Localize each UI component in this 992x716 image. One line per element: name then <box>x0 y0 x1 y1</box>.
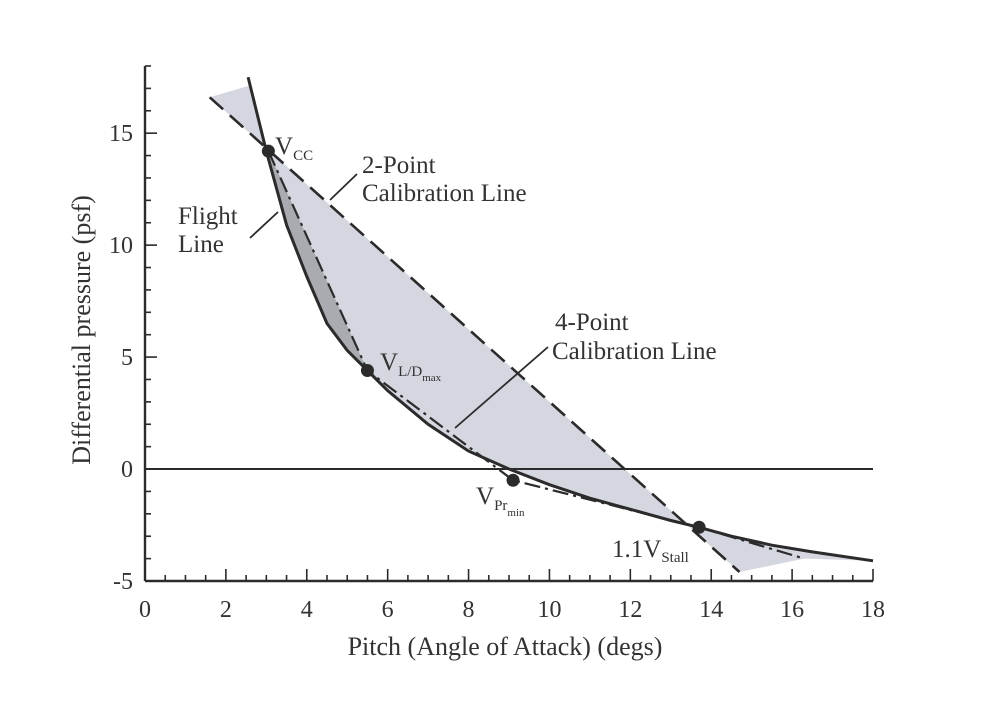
annotation-stall: 1.1VStall <box>612 536 689 566</box>
y-tick-label: -5 <box>113 569 133 595</box>
y-tick-label: 5 <box>121 345 133 371</box>
y-tick-label: 10 <box>109 233 133 259</box>
x-tick-label: 10 <box>537 597 561 623</box>
leader-two-point <box>329 173 358 201</box>
x-tick-label: 0 <box>139 597 151 623</box>
leader-four-point <box>454 346 549 429</box>
axes <box>143 65 874 583</box>
annotation-four-point-line2: Calibration Line <box>552 338 717 365</box>
x-tick-label: 4 <box>301 597 313 623</box>
annotation-four-point-line1: 4-Point <box>555 309 629 336</box>
x-tick-label: 18 <box>861 597 885 623</box>
annotation-flight-line1: Flight <box>178 203 238 230</box>
x-tick-label: 2 <box>220 597 232 623</box>
annotation-vpr: VPrmin <box>476 483 525 519</box>
series-lines <box>208 76 874 573</box>
x-axis-title: Pitch (Angle of Attack) (degs) <box>348 632 663 661</box>
annotation-two-point-line1: 2-Point <box>362 152 436 179</box>
data-point-1 <box>360 364 374 378</box>
y-tick-label: 15 <box>109 121 133 147</box>
data-point-3 <box>692 520 706 534</box>
y-tick-label: 0 <box>121 457 133 483</box>
series-line-flight <box>267 150 805 560</box>
x-tick-label: 16 <box>780 597 804 623</box>
annotation-leaders <box>249 173 549 429</box>
x-tick-label: 6 <box>382 597 394 623</box>
annotation-vcc: VCC <box>275 133 313 164</box>
data-points <box>261 144 706 534</box>
data-point-2 <box>506 473 520 487</box>
annotation-vld: VL/Dmax <box>380 349 442 384</box>
x-tick-label: 14 <box>699 597 723 623</box>
x-tick-label: 8 <box>463 597 475 623</box>
series-line-calibration <box>208 96 741 573</box>
y-axis-title: Differential pressure (psf) <box>67 195 96 465</box>
data-point-0 <box>261 144 275 158</box>
annotation-flight-line2: Line <box>178 231 224 258</box>
annotation-two-point-line2: Calibration Line <box>362 180 527 207</box>
region-tail <box>699 527 873 572</box>
leader-flight <box>249 211 279 239</box>
x-tick-label: 12 <box>618 597 642 623</box>
